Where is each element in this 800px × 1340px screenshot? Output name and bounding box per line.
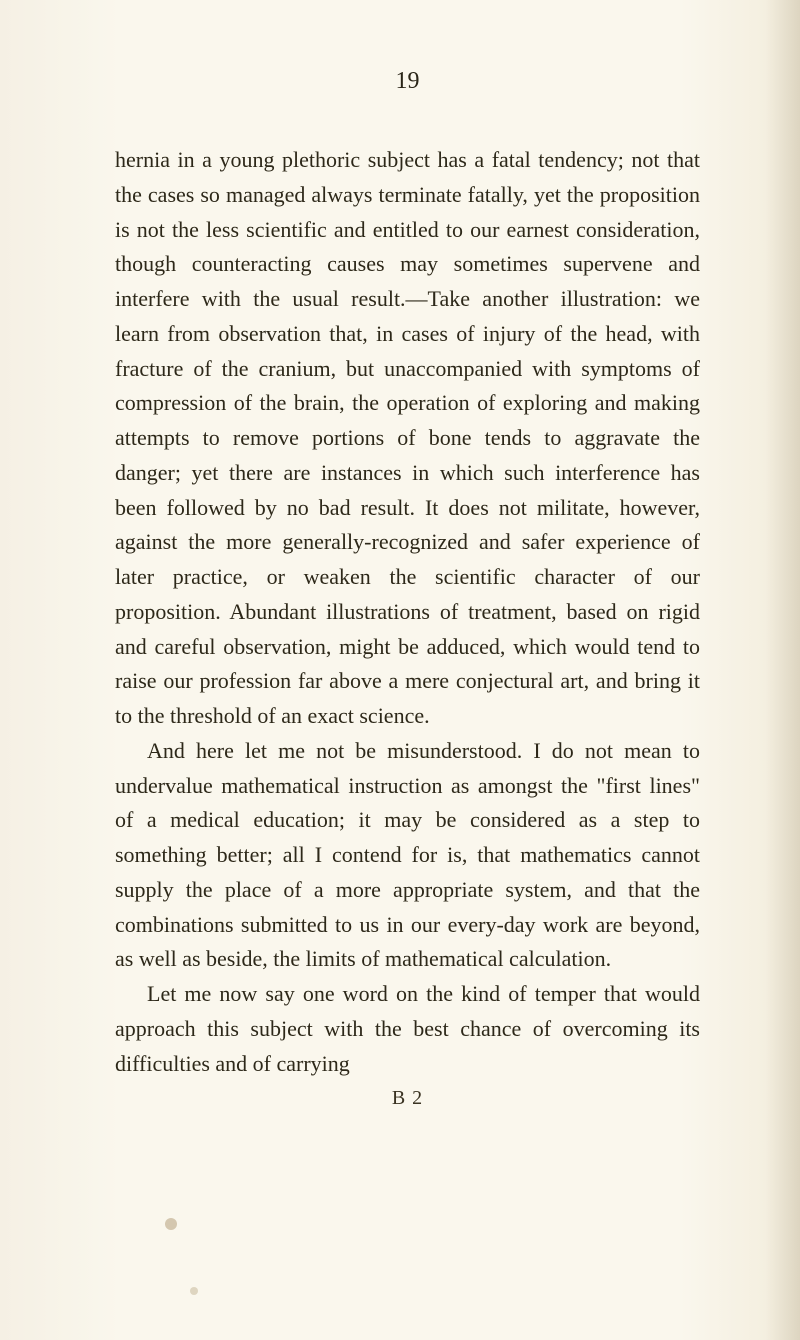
age-stain bbox=[190, 1287, 198, 1295]
body-text: hernia in a young plethoric subject has … bbox=[115, 143, 700, 1081]
paragraph-1: hernia in a young plethoric subject has … bbox=[115, 143, 700, 734]
age-stain bbox=[165, 1218, 177, 1230]
signature-mark: B 2 bbox=[115, 1087, 700, 1110]
paragraph-3: Let me now say one word on the kind of t… bbox=[115, 977, 700, 1081]
page-container: 19 hernia in a young plethoric subject h… bbox=[0, 0, 800, 1340]
page-number: 19 bbox=[115, 68, 700, 95]
paragraph-2: And here let me not be misunderstood. I … bbox=[115, 734, 700, 977]
